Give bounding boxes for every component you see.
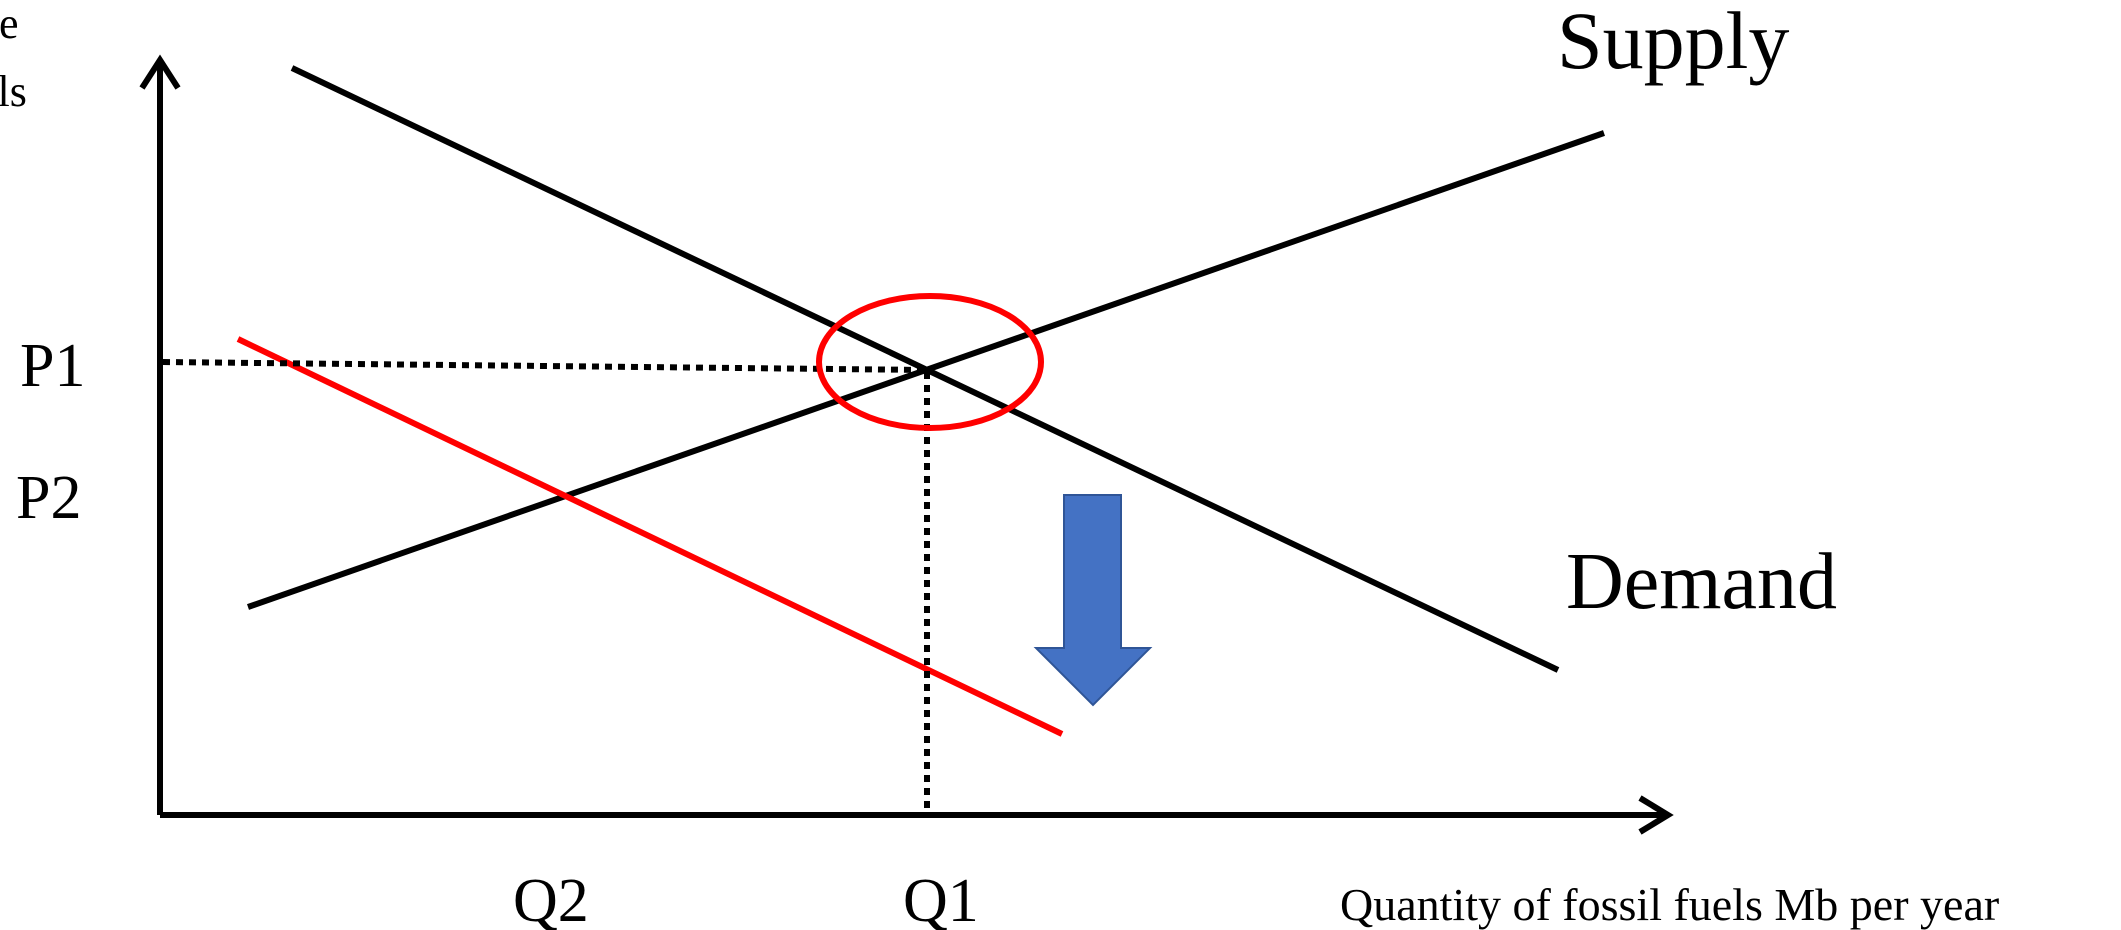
p1-label: P1 (20, 332, 85, 400)
arrow-down-icon (1033, 494, 1153, 707)
x-axis-label: Quantity of fossil fuels Mb per year (1340, 879, 1999, 930)
supply-curve (247, 130, 1605, 610)
q1-label: Q1 (903, 867, 979, 930)
y-axis-arrowhead (139, 54, 181, 90)
p2-label: P2 (16, 464, 81, 532)
supply-label: Supply (1557, 0, 1789, 86)
y-axis-label-line2: els (0, 67, 27, 116)
new-demand-curve (236, 336, 1064, 737)
x-axis-arrowhead (1638, 795, 1674, 835)
p1-guide-line (162, 359, 929, 373)
q2-label: Q2 (513, 867, 589, 930)
equilibrium-circle (816, 293, 1044, 431)
demand-label: Demand (1566, 538, 1837, 626)
y-axis-label-line1: e (0, 0, 19, 48)
